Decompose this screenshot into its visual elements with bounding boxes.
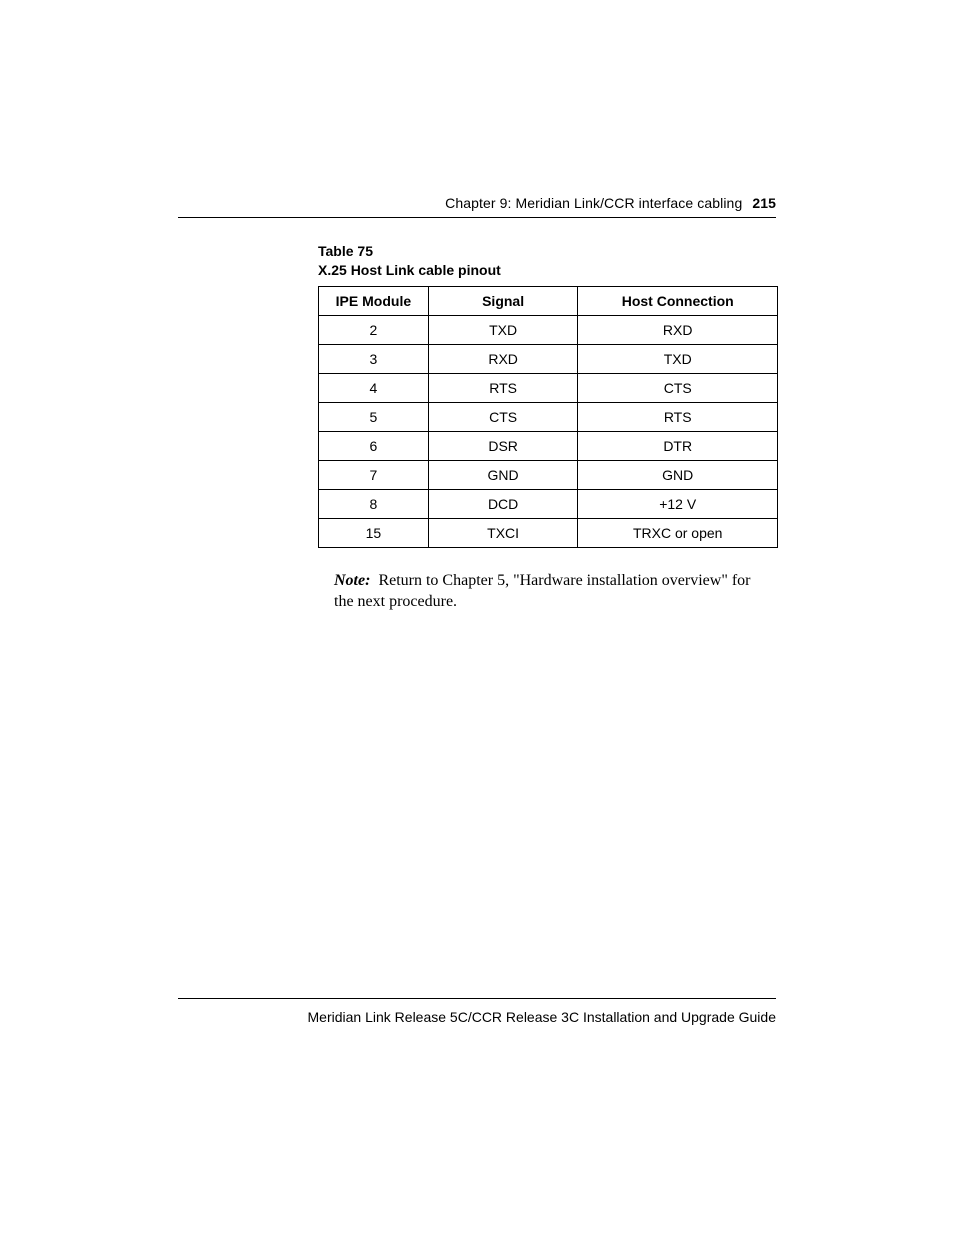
col-header: Signal [428, 286, 578, 315]
cell: 5 [319, 402, 429, 431]
table-row: 4 RTS CTS [319, 373, 778, 402]
table-caption: Table 75 X.25 Host Link cable pinout [318, 242, 776, 280]
cell: TXCI [428, 518, 578, 547]
cell: TXD [578, 344, 778, 373]
cell: DTR [578, 431, 778, 460]
cell: RXD [428, 344, 578, 373]
page-number: 215 [752, 195, 776, 211]
table-row: 5 CTS RTS [319, 402, 778, 431]
cell: RTS [428, 373, 578, 402]
cell: GND [428, 460, 578, 489]
cell: 3 [319, 344, 429, 373]
cell: 8 [319, 489, 429, 518]
header-rule [178, 217, 776, 218]
cell: +12 V [578, 489, 778, 518]
page: Chapter 9: Meridian Link/CCR interface c… [0, 0, 954, 1235]
table-header-row: IPE Module Signal Host Connection [319, 286, 778, 315]
col-header: Host Connection [578, 286, 778, 315]
cell: DCD [428, 489, 578, 518]
table-caption-line1: Table 75 [318, 242, 776, 261]
cell: DSR [428, 431, 578, 460]
pinout-table: IPE Module Signal Host Connection 2 TXD … [318, 286, 778, 548]
cell: TRXC or open [578, 518, 778, 547]
note-paragraph: Note: Return to Chapter 5, "Hardware ins… [334, 570, 764, 613]
table-row: 15 TXCI TRXC or open [319, 518, 778, 547]
note-text: Return to Chapter 5, "Hardware installat… [334, 572, 751, 611]
cell: 15 [319, 518, 429, 547]
cell: RTS [578, 402, 778, 431]
running-head: Chapter 9: Meridian Link/CCR interface c… [178, 195, 776, 217]
cell: TXD [428, 315, 578, 344]
page-footer: Meridian Link Release 5C/CCR Release 3C … [178, 998, 776, 1025]
cell: GND [578, 460, 778, 489]
table-row: 8 DCD +12 V [319, 489, 778, 518]
cell: 4 [319, 373, 429, 402]
cell: RXD [578, 315, 778, 344]
cell: 2 [319, 315, 429, 344]
footer-text: Meridian Link Release 5C/CCR Release 3C … [178, 1009, 776, 1025]
footer-rule [178, 998, 776, 999]
cell: 7 [319, 460, 429, 489]
cell: 6 [319, 431, 429, 460]
chapter-title: Chapter 9: Meridian Link/CCR interface c… [445, 195, 742, 211]
cell: CTS [578, 373, 778, 402]
table-row: 3 RXD TXD [319, 344, 778, 373]
table-row: 6 DSR DTR [319, 431, 778, 460]
col-header: IPE Module [319, 286, 429, 315]
table-caption-line2: X.25 Host Link cable pinout [318, 261, 776, 280]
cell: CTS [428, 402, 578, 431]
content-block: Table 75 X.25 Host Link cable pinout IPE… [318, 242, 776, 613]
note-label: Note: [334, 572, 370, 589]
table-row: 7 GND GND [319, 460, 778, 489]
table-row: 2 TXD RXD [319, 315, 778, 344]
